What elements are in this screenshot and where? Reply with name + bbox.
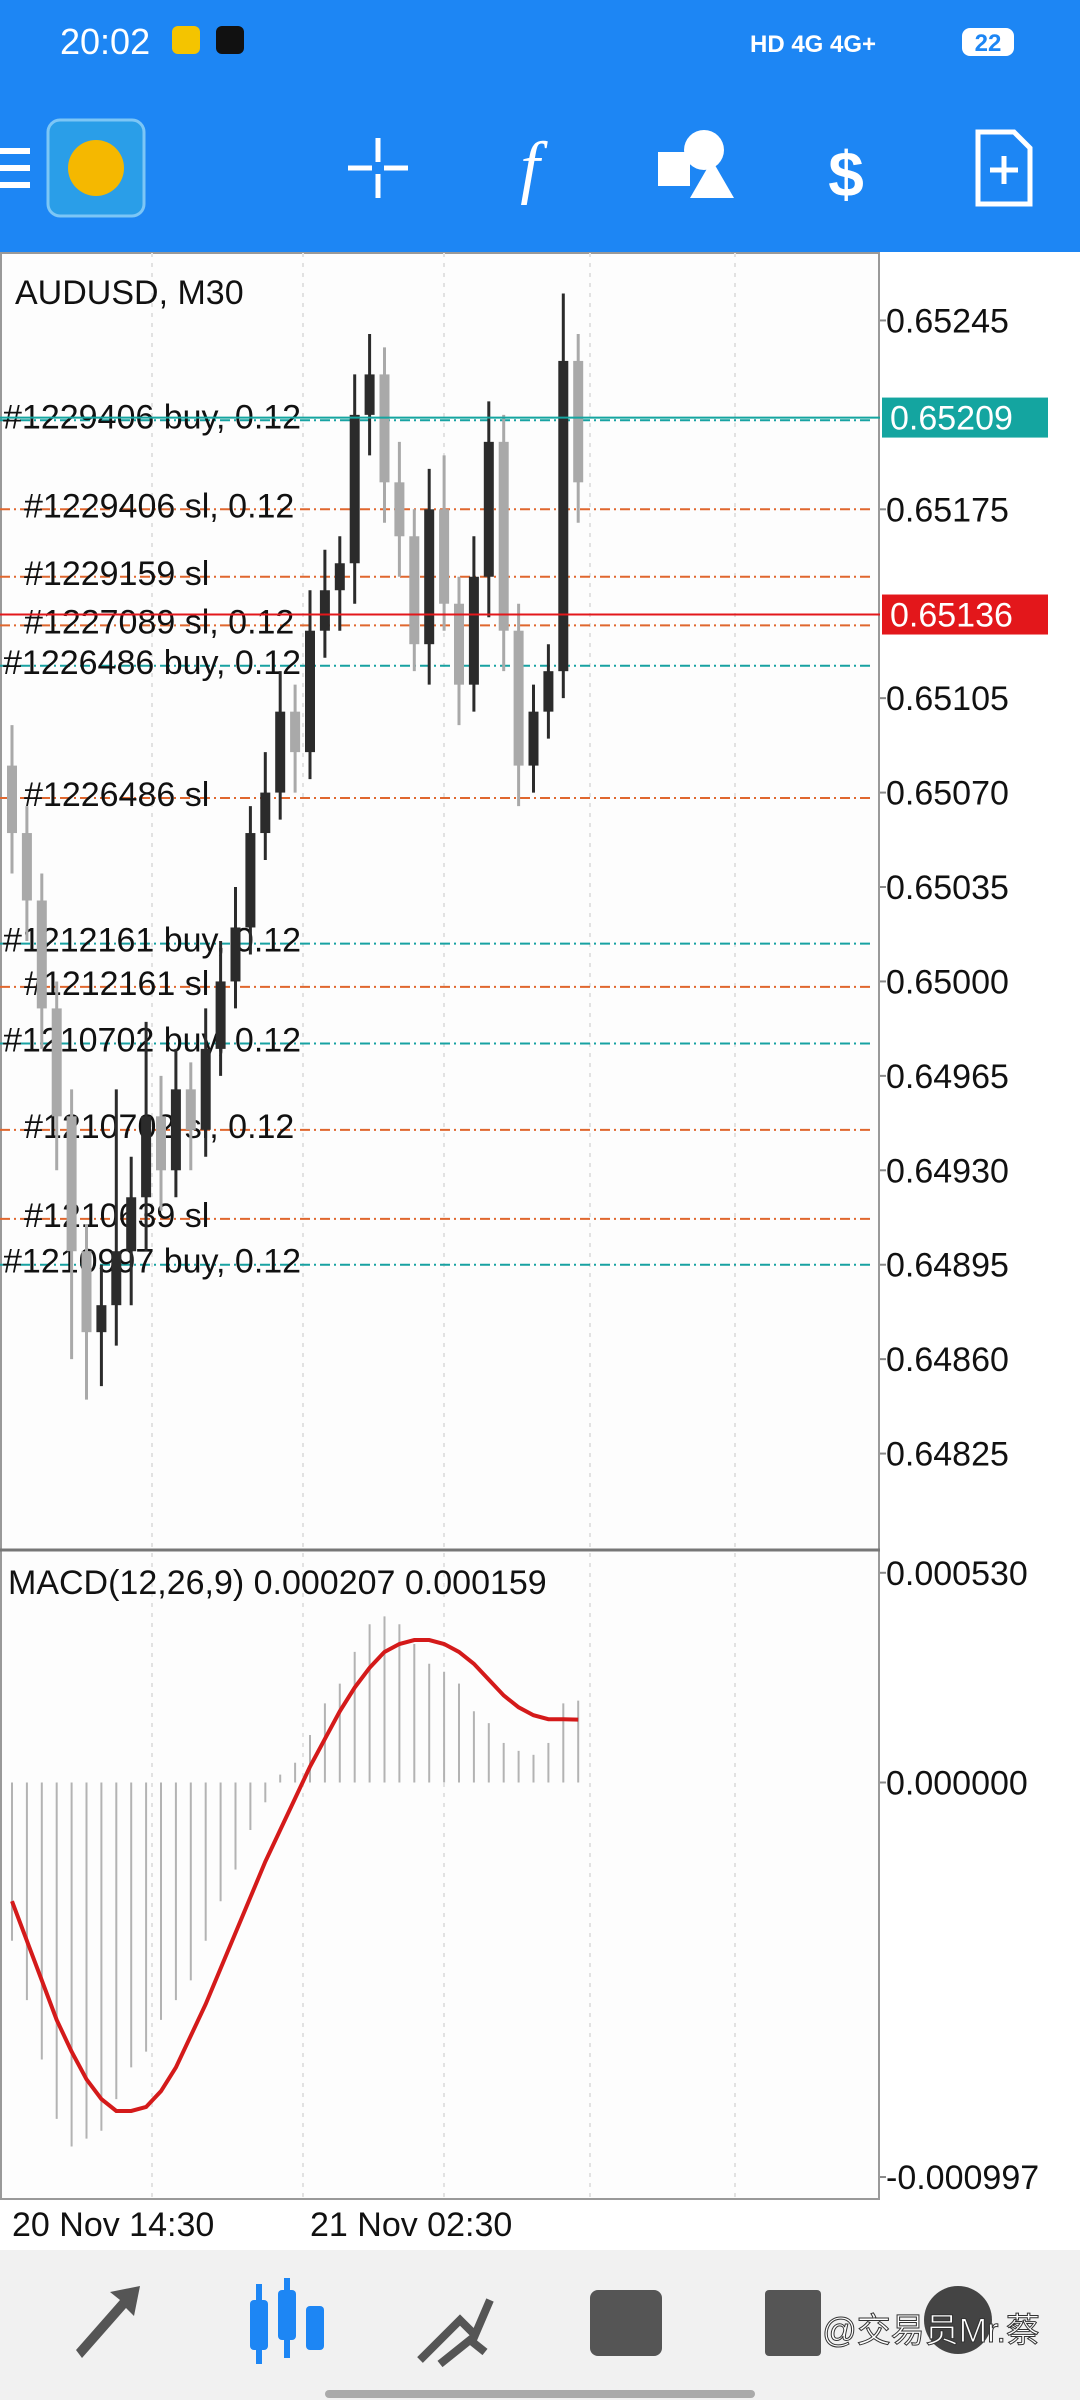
candle-body bbox=[245, 833, 256, 928]
candle-body bbox=[334, 563, 345, 591]
order-label: #1210997 buy, 0.12 bbox=[3, 1243, 301, 1281]
y-tick-label: 0.64895 bbox=[886, 1247, 1009, 1285]
order-label: #1229406 sl, 0.12 bbox=[24, 487, 294, 525]
objects-button[interactable] bbox=[658, 130, 734, 198]
nav-quotes[interactable] bbox=[76, 2286, 140, 2358]
order-label: #1212161 sl bbox=[24, 965, 209, 1003]
logo-mark bbox=[68, 140, 124, 196]
candle-body bbox=[215, 981, 226, 1049]
candle-body bbox=[156, 1116, 166, 1171]
y-tick-label: 0.000000 bbox=[886, 1765, 1028, 1803]
candle-body bbox=[543, 671, 554, 712]
app-bar bbox=[0, 0, 1080, 252]
status-icons: HD 4G 4G+ bbox=[750, 31, 876, 58]
vertical-grid bbox=[151, 253, 736, 2198]
x-tick-label: 21 Nov 02:30 bbox=[310, 2206, 512, 2244]
y-tick-label: 0.65105 bbox=[886, 680, 1009, 718]
y-tick-label: 0.65035 bbox=[886, 869, 1009, 907]
candle-body bbox=[200, 1048, 211, 1130]
candle-body bbox=[454, 603, 464, 685]
candle-body bbox=[7, 765, 17, 834]
y-tick-label: 0.65000 bbox=[886, 963, 1009, 1001]
price-tag bbox=[882, 594, 1048, 635]
candle-body bbox=[364, 374, 375, 415]
crosshair-button[interactable] bbox=[348, 138, 408, 198]
bottom-nav bbox=[0, 2250, 1080, 2400]
candle-body bbox=[170, 1089, 181, 1171]
y-tick-label: 0.65070 bbox=[886, 775, 1009, 813]
candle-body bbox=[81, 1251, 92, 1333]
nav-history[interactable] bbox=[590, 2290, 662, 2356]
candle-body bbox=[498, 441, 509, 631]
status-time: 20:02 bbox=[60, 21, 150, 62]
candle-body bbox=[21, 833, 32, 901]
menu-button[interactable] bbox=[0, 148, 30, 188]
nav-chart[interactable] bbox=[250, 2278, 324, 2364]
candle-body bbox=[319, 590, 330, 631]
candle-body bbox=[528, 711, 539, 766]
order-label: #1210702 buy, 0.12 bbox=[3, 1021, 301, 1059]
y-tick-label: 0.64860 bbox=[886, 1341, 1009, 1379]
y-tick-label: 0.64965 bbox=[886, 1058, 1009, 1096]
candle-body bbox=[394, 482, 405, 537]
nav-messages[interactable] bbox=[765, 2290, 821, 2356]
y-tick-label: 0.000530 bbox=[886, 1555, 1028, 1593]
candle-body bbox=[275, 711, 286, 793]
candle-body bbox=[36, 900, 47, 1009]
candle-body bbox=[126, 1197, 137, 1252]
candle-body bbox=[424, 509, 435, 645]
candle-body bbox=[558, 360, 569, 672]
candle-body bbox=[483, 441, 494, 577]
y-tick-label: -0.000997 bbox=[886, 2159, 1039, 2197]
price-tag-label: 0.65209 bbox=[890, 400, 1013, 438]
signal-line bbox=[10, 1638, 579, 2113]
trade-button[interactable]: $ bbox=[828, 138, 864, 210]
candle-body bbox=[468, 576, 479, 685]
chart-title: AUDUSD, M30 bbox=[15, 274, 244, 312]
candle-body bbox=[230, 927, 241, 982]
nav-trade[interactable] bbox=[417, 2298, 494, 2368]
home-indicator bbox=[325, 2390, 755, 2398]
candle-body bbox=[290, 711, 301, 753]
candle-body bbox=[305, 630, 315, 753]
order-label: #1226486 buy, 0.12 bbox=[3, 644, 301, 682]
candle-body bbox=[379, 374, 390, 483]
price-tag-label: 0.65136 bbox=[890, 597, 1013, 635]
candle-body bbox=[573, 360, 584, 483]
order-label: #1226486 sl bbox=[24, 776, 209, 814]
candle-body bbox=[439, 509, 450, 604]
candle-body bbox=[185, 1089, 196, 1130]
order-label: #1212161 buy, 0.12 bbox=[3, 922, 301, 960]
candle-body bbox=[96, 1305, 107, 1333]
candle-body bbox=[111, 1251, 122, 1306]
new-order-button[interactable] bbox=[975, 129, 1033, 207]
order-label: #1229159 sl bbox=[24, 555, 209, 593]
battery-level: 22 bbox=[975, 30, 1002, 57]
price-tag bbox=[882, 397, 1048, 438]
status-icon bbox=[172, 26, 200, 54]
candle-body bbox=[349, 414, 360, 564]
status-icon bbox=[216, 26, 244, 54]
candle-body bbox=[260, 792, 271, 834]
y-tick-label: 0.65245 bbox=[886, 302, 1009, 340]
watermark: @交易员Mr.蔡 bbox=[822, 2312, 1040, 2350]
x-tick-label: 20 Nov 14:30 bbox=[12, 2206, 214, 2244]
nav-settings[interactable] bbox=[924, 2286, 992, 2354]
y-tick-label: 0.65175 bbox=[886, 491, 1009, 529]
candle-body bbox=[66, 1116, 77, 1252]
order-label: #1227089 sl, 0.12 bbox=[24, 603, 294, 641]
plot: 0.65245 0.65175 0.65105 0.65070 0.65035 0.650… bbox=[0, 293, 1048, 2244]
y-tick-label: 0.64825 bbox=[886, 1436, 1009, 1474]
candle-body bbox=[51, 1008, 62, 1117]
battery bbox=[962, 28, 1014, 56]
candle-body bbox=[513, 630, 524, 766]
indicator-title: MACD(12,26,9) 0.000207 0.000159 bbox=[8, 1564, 547, 1602]
candle-body bbox=[409, 536, 420, 645]
y-tick-label: 0.64930 bbox=[886, 1152, 1009, 1190]
candle-body bbox=[141, 1116, 152, 1198]
